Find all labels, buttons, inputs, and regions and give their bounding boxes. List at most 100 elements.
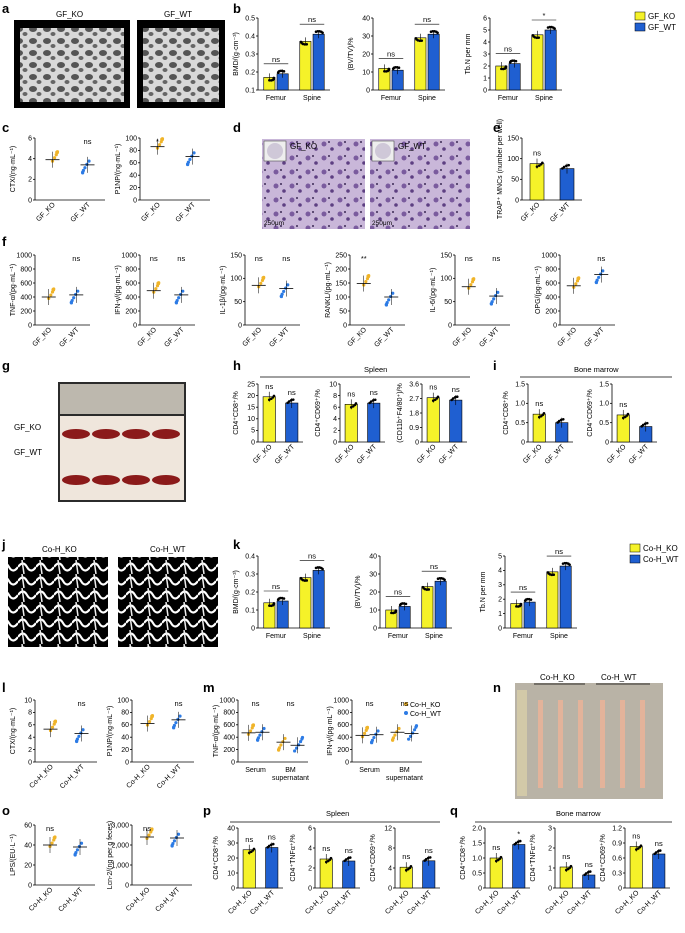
data-point <box>50 841 54 845</box>
y-tick-label: 4 <box>28 156 32 163</box>
y-axis-label: RANKL/(pg·mL⁻¹) <box>325 262 332 318</box>
bar <box>546 571 559 629</box>
chart-f6: 0 200 400 600 800 1000 OPG/(pg·mL⁻¹) GF_KO GF_WT… <box>535 252 615 349</box>
data-point <box>542 412 546 415</box>
y-tick-label: 1000 <box>333 697 349 704</box>
panel-n-image: Co-H_KO Co-H_WT <box>515 673 663 799</box>
x-tick-label: GF_KO <box>31 326 53 348</box>
significance-label: ns <box>252 699 260 708</box>
y-axis-label: IFN-γ/(pg·mL⁻¹) <box>327 706 334 756</box>
y-tick-label: 100 <box>125 135 137 142</box>
data-point <box>594 280 598 285</box>
y-axis-label: TRAP⁺ MNCs (number per well) <box>497 119 504 219</box>
data-point <box>574 282 578 286</box>
data-point <box>79 731 83 735</box>
significance-label: ns <box>655 839 663 848</box>
y-tick-label: 0.9 <box>409 425 419 432</box>
y-axis-label: CTX/(ng·mL⁻¹) <box>10 708 17 754</box>
data-point <box>427 588 431 591</box>
data-point <box>321 567 324 571</box>
data-point <box>51 287 55 292</box>
y-tick-label: 20 <box>121 747 129 754</box>
significance-label: ns <box>72 254 80 263</box>
y-tick-label: 10 <box>227 870 235 877</box>
y-tick-label: 6 <box>483 15 487 22</box>
chart-k3: 0 1 2 3 4 5 Tb.N per mm Femur ns Spine ns <box>480 547 577 640</box>
y-tick-label: 30 <box>227 840 235 847</box>
panel-label-p: p <box>203 803 211 818</box>
x-tick-label: GF_KO <box>140 201 162 223</box>
significance-label: ns <box>401 699 409 708</box>
significance-label: ns <box>429 383 437 392</box>
panel-label-m: m <box>203 680 215 695</box>
y-tick-label: 0 <box>478 885 482 892</box>
y-tick-label: 6 <box>308 825 312 832</box>
data-point <box>52 156 57 160</box>
significance-label: ns <box>347 389 355 398</box>
y-tick-label: 40 <box>227 825 235 832</box>
panel-label-b: b <box>233 1 241 16</box>
section-title-q: Bone marrow <box>556 809 601 818</box>
significance-label: ns <box>308 15 316 24</box>
significance-label: ns <box>322 844 330 853</box>
chart-h2: 0 2 4 6 8 10 CD4⁺CD69⁺/% GF_KO ns GF_WT ns <box>315 381 385 466</box>
data-point <box>518 839 522 843</box>
y-tick-label: 20 <box>369 589 377 596</box>
y-tick-label: 0 <box>618 885 622 892</box>
y-tick-label: 250 <box>335 252 347 259</box>
y-axis-label: (BV/TV)/% <box>348 37 355 70</box>
data-point <box>271 842 275 846</box>
y-tick-label: 20 <box>362 51 370 58</box>
x-tick-label: Co-H_WT <box>154 886 181 913</box>
bar <box>312 570 325 629</box>
y-tick-label: 1.0 <box>515 401 525 408</box>
x-tick-label: Femur <box>513 633 534 640</box>
legend-swatch-gf-ko <box>634 11 646 21</box>
y-tick-label: 0 <box>133 197 137 204</box>
significance-label: ns <box>394 587 402 596</box>
bar <box>426 397 440 443</box>
data-point <box>376 729 380 733</box>
y-tick-label: 8 <box>28 710 32 717</box>
x-tick-label: Spine <box>303 95 321 102</box>
data-point <box>576 276 580 280</box>
x-tick-label: Co-H_KO <box>29 763 56 790</box>
x-tick-label: GF_WT <box>268 326 291 349</box>
data-point <box>83 166 87 170</box>
microct-bone-gf-ko <box>20 28 124 102</box>
data-point <box>372 735 376 740</box>
x-tick-label: GF_KO <box>252 443 274 465</box>
y-axis-label: TNF-α/(pg·mL⁻¹) <box>213 705 220 757</box>
y-axis-label: P1NP/(ng·mL⁻¹) <box>115 144 122 195</box>
legend-label-m-ko: Co-H_KO <box>410 702 441 709</box>
significance-label: ns <box>387 49 395 58</box>
section-title-h: Spleen <box>364 365 387 374</box>
significance-label: ns <box>535 399 543 408</box>
data-point <box>556 421 559 424</box>
x-tick-label: Spine <box>535 95 553 102</box>
y-tick-label: 600 <box>125 280 137 287</box>
panel-d-images: GF_KO 250μm GF_WT 250μm <box>262 139 470 229</box>
image-label-coh-ko: Co-H_KO <box>42 545 77 554</box>
data-point <box>160 137 164 141</box>
data-point <box>50 725 55 729</box>
legend-label-gf-wt: GF_WT <box>648 23 676 32</box>
bar <box>276 600 289 629</box>
data-point <box>261 276 265 280</box>
data-point <box>546 571 550 574</box>
x-tick-label: BM <box>285 767 296 774</box>
data-point <box>561 167 564 170</box>
data-point <box>256 738 260 742</box>
data-point <box>188 157 192 162</box>
y-tick-label: 0.5 <box>472 870 482 877</box>
data-point <box>177 296 181 300</box>
y-tick-label: 3.6 <box>409 381 419 388</box>
spleens-row-wt <box>62 475 180 485</box>
significance-label: ns <box>143 824 151 833</box>
panel-label-g: g <box>2 358 10 373</box>
bar <box>559 565 572 629</box>
y-tick-label: 40 <box>369 553 377 560</box>
y-tick-label: 0 <box>553 322 557 329</box>
y-tick-label: 10 <box>24 697 32 704</box>
data-point <box>374 732 378 736</box>
